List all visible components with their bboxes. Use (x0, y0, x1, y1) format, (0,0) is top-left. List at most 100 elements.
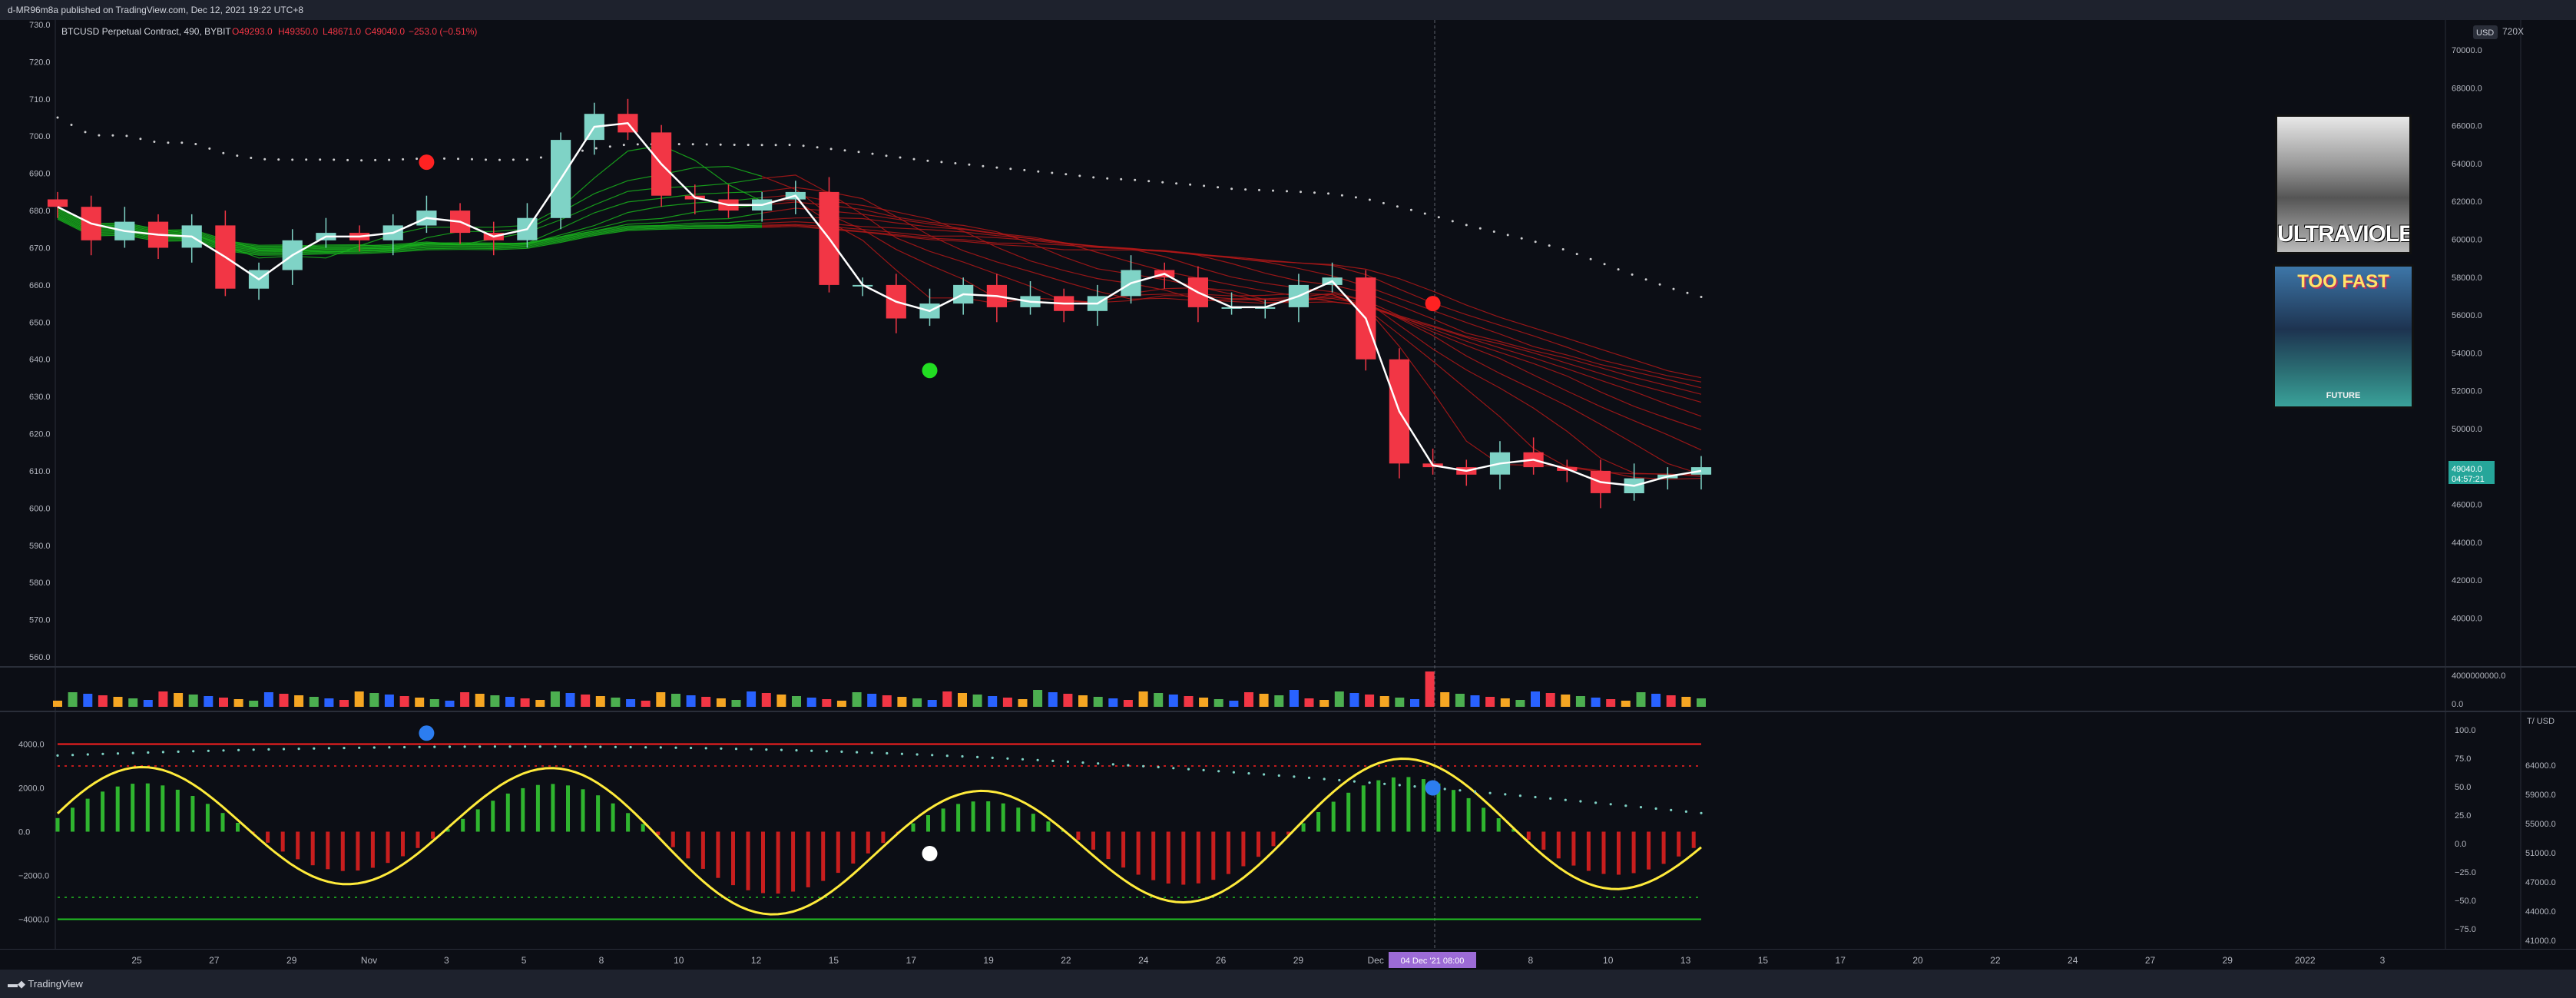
ma-dot (747, 144, 750, 147)
osc-histogram-bar (161, 785, 165, 832)
osc-ma-dot (524, 745, 527, 748)
left-axis-tick: 560.0 (29, 653, 51, 662)
volume-bar (1425, 671, 1435, 707)
left-axis-tick: 630.0 (29, 393, 51, 402)
right-axis-tick: 68000.0 (2452, 84, 2482, 93)
osc-histogram-bar (1677, 831, 1681, 857)
volume-bar (339, 700, 349, 707)
osc-ma-dot (1202, 768, 1205, 772)
left-axis-tick: 600.0 (29, 504, 51, 513)
time-axis-label: 24 (2068, 955, 2078, 966)
album-background (2275, 267, 2412, 406)
published-bar: d-MR96m8a published on TradingView.com, … (0, 0, 2576, 20)
ribbon-line-down (762, 207, 1702, 417)
osc-histogram-bar (1091, 831, 1095, 850)
chart-marks: 730.0 720.0 710.0 700.0 690.0 680.0 670.0 660.0… (18, 21, 2556, 963)
volume-bar (233, 699, 243, 707)
osc-histogram-bar (340, 831, 345, 871)
osc-ma-dot (584, 745, 587, 748)
signal-dot-red (419, 154, 435, 171)
osc-ma-dot (252, 748, 255, 751)
album-art-too-fast: TOO FAST FUTURE (2273, 264, 2414, 409)
volume-bar (1561, 695, 1571, 707)
osc-ma-dot (1579, 800, 1582, 803)
left-axis-tick: 670.0 (29, 244, 51, 253)
volume-bar (1138, 691, 1148, 707)
time-axis-label: 27 (209, 955, 220, 966)
ma-dot (1644, 278, 1647, 281)
ma-dot (360, 159, 363, 162)
volume-bar (972, 695, 982, 707)
osc-histogram-bar (731, 831, 735, 886)
volume-bar (294, 695, 304, 707)
osc-ma-dot (282, 748, 286, 751)
volume-bar (1304, 698, 1314, 707)
time-axis[interactable]: 252729Nov358101215171922242629Dec6810131… (0, 949, 2576, 970)
osc-histogram-bar (266, 831, 270, 843)
currency-label[interactable]: USD (2476, 28, 2494, 38)
ma-dot (982, 164, 985, 167)
osc-ma-dot (116, 752, 120, 755)
left-axis-tick: 580.0 (29, 579, 51, 588)
osc-histogram-bar (1106, 831, 1111, 860)
osc-ma-dot (961, 754, 964, 758)
osc-histogram-bar (791, 831, 796, 892)
osc-histogram-bar (1421, 779, 1425, 832)
ma-dot (1244, 188, 1247, 191)
candle-body (47, 199, 68, 207)
osc-histogram-bar (505, 793, 510, 832)
volume-bar (1154, 693, 1164, 707)
ma-dot (388, 158, 391, 161)
osc-ma-dot (780, 748, 783, 751)
ma-dot (1603, 263, 1606, 266)
time-axis-label: 29 (2223, 955, 2233, 966)
osc-right2-axis-tick: 59000.0 (2525, 791, 2556, 800)
osc-histogram-bar (1436, 783, 1441, 832)
ma-dot (968, 163, 971, 166)
osc-ma-dot (403, 745, 406, 749)
osc-ma-dot (1534, 795, 1537, 799)
volume-bar (1575, 696, 1585, 707)
price-chart-svg[interactable]: BTCUSD Perpetual Contract, 490, BYBIT O4… (0, 20, 2576, 963)
ma-dot (125, 134, 128, 138)
volume-bar (565, 693, 575, 707)
time-axis-label: 22 (1061, 955, 1071, 966)
osc-right-axis-tick: 0.0 (2455, 840, 2466, 849)
osc-histogram-bar (1571, 831, 1576, 866)
osc-histogram-bar (611, 803, 615, 832)
osc-histogram-bar (1301, 823, 1306, 832)
osc-ma-dot (372, 746, 376, 749)
right-axis-tick: 64000.0 (2452, 160, 2482, 169)
volume-bar (1515, 700, 1525, 707)
osc-histogram-bar (581, 789, 585, 832)
osc-histogram-bar (956, 804, 961, 832)
ma-dot (374, 158, 377, 161)
currency-badge[interactable] (2473, 25, 2498, 39)
volume-bar (836, 701, 846, 707)
ma-dot (885, 154, 888, 157)
ma-dot (98, 134, 101, 137)
osc-histogram-bar (1271, 831, 1276, 847)
volume-bar (158, 691, 168, 707)
osc-histogram-bar (280, 831, 285, 852)
volume-bar (671, 694, 680, 707)
volume-bar (867, 694, 877, 707)
chart-area[interactable]: BTCUSD Perpetual Contract, 490, BYBIT O4… (0, 20, 2576, 963)
ma-dot (1037, 170, 1040, 173)
osc-histogram-bar (1181, 831, 1186, 885)
osc-ma-dot (1066, 760, 1069, 764)
osc-ma-dot (674, 746, 677, 749)
left-axis-tick: 610.0 (29, 467, 51, 476)
osc-ma-dot (810, 749, 813, 752)
osc-ma-dot (856, 751, 859, 754)
volume-bar (1274, 695, 1284, 707)
left-axis-tick: 570.0 (29, 616, 51, 625)
time-axis-svg[interactable]: 252729Nov358101215171922242629Dec6810131… (0, 950, 2576, 970)
countdown-value: 04:57:21 (2452, 475, 2485, 484)
left-axis-tick: 710.0 (29, 95, 51, 104)
ma-dot (1520, 237, 1523, 240)
osc-ma-dot (916, 753, 919, 756)
ribbon-line-up (57, 216, 763, 254)
ma-dot (180, 141, 184, 144)
volume-bar (1636, 692, 1646, 707)
